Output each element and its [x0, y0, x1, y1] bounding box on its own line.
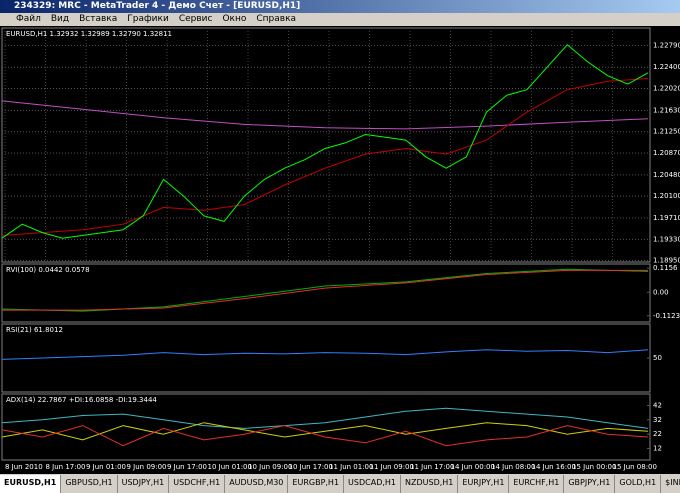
chart-tab[interactable]: $INDU [661, 475, 680, 493]
y-tick-label: 1.19330 [653, 235, 680, 243]
time-label: 9 Jun 17:00 [167, 463, 207, 471]
series-line [1, 407, 649, 429]
y-tick-label: 1.20480 [653, 171, 680, 179]
chart-tab[interactable]: USDCHF,H1 [169, 475, 226, 493]
y-tick-label: 1.22790 [653, 41, 680, 49]
y-tick-label: 32 [653, 416, 662, 424]
series-line [2, 269, 648, 311]
y-tick-label: 0.1156 [653, 264, 678, 272]
panel-title: ADX(14) 22.7867 +DI:16.0858 -DI:19.3444 [6, 396, 157, 404]
series-line [1, 78, 649, 236]
y-tick-label: 1.21250 [653, 128, 680, 136]
time-label: 11 Jun 17:00 [410, 463, 454, 471]
chart-tab[interactable]: EURUSD,H1 [0, 475, 62, 493]
y-tick-label: 50 [653, 354, 662, 362]
y-tick-label: 0.00 [653, 288, 669, 296]
time-label: 10 Jun 01:00 [208, 463, 252, 471]
chart-tab[interactable]: EURGBP,H1 [288, 475, 345, 493]
panel-title: EURUSD,H1 1.32932 1.32989 1.32790 1.3281… [6, 30, 172, 38]
time-label: 9 Jun 09:00 [127, 463, 167, 471]
menu-bar: Файл Вид Вставка Графики Сервис Окно Справка [0, 13, 680, 25]
series-line [1, 44, 649, 239]
time-label: 10 Jun 09:00 [248, 463, 292, 471]
chart-area: 8 Jun 2010 8 Jun 17:00 9 Jun 01:00 9 Jun 09… [0, 26, 680, 474]
menu-item[interactable]: Справка [256, 14, 297, 24]
time-label: 9 Jun 01:00 [86, 463, 126, 471]
time-label: 8 Jun 2010 [5, 463, 43, 471]
series-line [1, 100, 649, 130]
panel-title: RVI(100) 0.0442 0.0578 [6, 266, 90, 274]
time-label: 11 Jun 01:00 [329, 463, 373, 471]
chart-tab[interactable]: USDJPY,H1 [118, 475, 170, 493]
title-bar: 234329: MRC - MetaTrader 4 - Демо Счет -… [0, 0, 680, 13]
y-tick-label: 1.21630 [653, 106, 680, 114]
y-tick-label: 1.22020 [653, 85, 680, 93]
series-line [1, 425, 649, 447]
panel-frame [1, 263, 651, 323]
y-tick-label: 1.20870 [653, 149, 680, 157]
chart-tab[interactable]: GBPJPY,H1 [564, 475, 616, 493]
menu-item[interactable]: Сервис [178, 14, 213, 24]
tab-bar: EURUSD,H1 GBPUSD,H1 USDJPY,H1 USDCHF,H1 AUDU… [0, 475, 680, 493]
y-tick-label: 42 [653, 401, 662, 409]
time-label: 10 Jun 17:00 [289, 463, 333, 471]
y-tick-label: 1.20100 [653, 192, 680, 200]
time-label: 14 Jun 16:00 [532, 463, 576, 471]
y-tick-label: 1.18950 [653, 257, 680, 265]
panel-title: RSI(21) 61.8012 [6, 326, 63, 334]
time-label: 15 Jun 08:00 [613, 463, 657, 471]
y-tick-label: 1.22400 [653, 63, 680, 71]
menu-item[interactable]: Файл [16, 14, 41, 24]
time-label: 14 Jun 00:00 [451, 463, 495, 471]
y-tick-label: -0.1123 [653, 312, 680, 320]
menu-item[interactable]: Вставка [79, 14, 118, 24]
y-tick-label: 1.19710 [653, 214, 680, 222]
time-label: 15 Jun 00:00 [572, 463, 616, 471]
y-tick-label: 22 [653, 430, 662, 438]
chart-tab[interactable]: GOLD,H1 [615, 475, 662, 493]
time-label: 14 Jun 08:00 [491, 463, 535, 471]
chart-tab[interactable]: EURCHF,H1 [509, 475, 565, 493]
chart-tab[interactable]: USDCAD,H1 [344, 475, 402, 493]
menu-item[interactable]: Графики [127, 14, 169, 24]
menu-item[interactable]: Вид [50, 14, 70, 24]
y-tick-label: 12 [653, 445, 662, 453]
series-line [1, 349, 649, 360]
series-line [1, 422, 649, 441]
chart-bg [0, 26, 680, 474]
chart-tab[interactable]: GBPUSD,H1 [61, 475, 118, 493]
time-label: 11 Jun 09:00 [370, 463, 414, 471]
menu-item[interactable]: Окно [222, 14, 247, 24]
panel-frame [1, 27, 651, 263]
time-label: 8 Jun 17:00 [46, 463, 86, 471]
chart-tab[interactable]: AUDUSD,M30 [225, 475, 289, 493]
chart-tab[interactable]: NZDUSD,H1 [401, 475, 459, 493]
panel-frame [1, 393, 651, 461]
chart-tab[interactable]: EURJPY,H1 [458, 475, 510, 493]
